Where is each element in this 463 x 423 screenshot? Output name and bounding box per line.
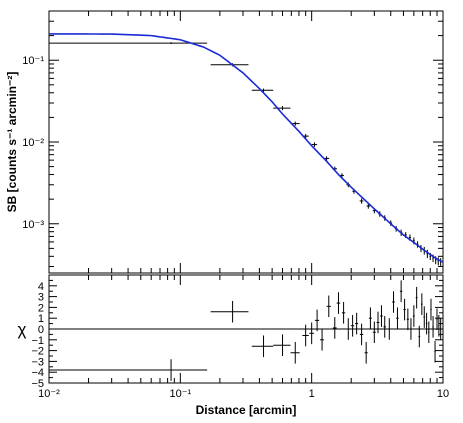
x-tick-labels: 10⁻² 10⁻¹ 1 10 (38, 388, 449, 400)
y-tick-label: −3 (31, 356, 44, 368)
y-tick-label: 10⁻¹ (22, 55, 44, 67)
y-tick-label: 3 (38, 292, 44, 304)
residual-points (49, 280, 442, 381)
y-tick-label: 1 (38, 313, 44, 325)
x-tick-label: 1 (309, 388, 315, 400)
top-y-tick-labels: 10⁻³ 10⁻² 10⁻¹ (22, 55, 44, 231)
y-tick-label: −5 (31, 378, 44, 390)
x-tick-label: 10⁻² (38, 388, 60, 400)
x-tick-label: 10⁻¹ (169, 388, 191, 400)
x-tick-label: 10 (437, 388, 449, 400)
y-tick-label: 2 (38, 302, 44, 314)
y-tick-label: 10⁻³ (22, 219, 44, 231)
y-tick-label: 0 (38, 324, 44, 336)
surface-brightness-panel: 10⁻³ 10⁻² 10⁻¹ SB [counts s⁻¹ arcmin⁻²] (5, 10, 444, 274)
top-panel-frame (48, 10, 444, 274)
y-tick-label: 4 (38, 281, 44, 293)
model-curve (48, 33, 444, 263)
y-tick-label: −2 (31, 346, 44, 358)
top-panel-ticks (48, 10, 443, 273)
y-tick-label: −1 (31, 335, 44, 347)
x-axis-title: Distance [arcmin] (196, 403, 297, 417)
top-y-axis-title: SB [counts s⁻¹ arcmin⁻²] (5, 72, 19, 213)
y-tick-label: 10⁻² (22, 137, 44, 149)
bottom-y-axis-title: χ (18, 320, 27, 339)
y-tick-label: −4 (31, 367, 44, 379)
